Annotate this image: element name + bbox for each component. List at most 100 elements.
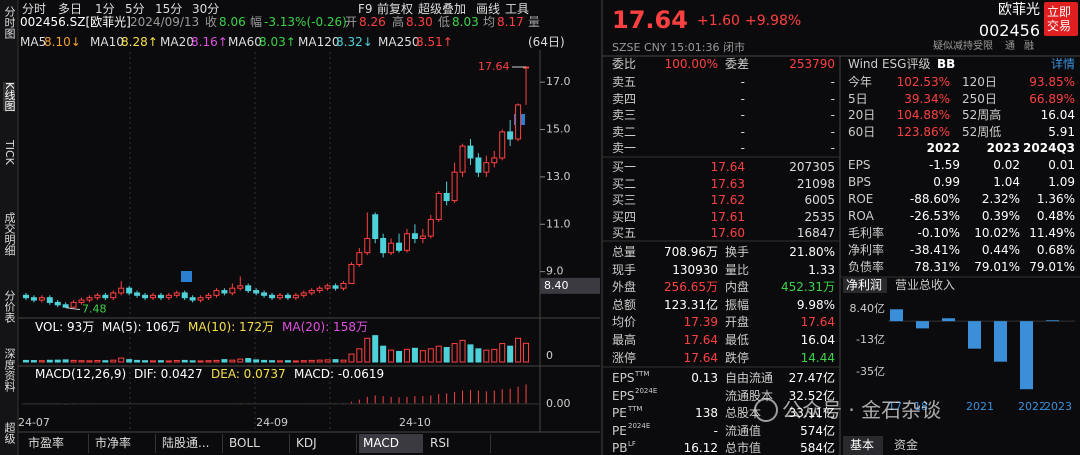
stat-label: 换手: [725, 245, 750, 259]
fin-year: 2023: [986, 141, 1020, 155]
stat-value: 17.64: [683, 333, 718, 347]
candle-body: [181, 292, 188, 299]
tool-button[interactable]: 超级叠加: [418, 2, 467, 16]
candle-body: [38, 297, 45, 301]
info-value: -3.13%(-0.26): [264, 15, 347, 29]
period-tab[interactable]: 30分: [192, 2, 220, 16]
bottom-tab[interactable]: 基本: [850, 438, 875, 452]
candle-body: [364, 237, 371, 254]
fin-value: 1.04: [993, 175, 1020, 189]
volume-bar: [157, 360, 164, 363]
side-tab[interactable]: 超级: [3, 422, 16, 444]
fin-value: 2.32%: [981, 192, 1020, 206]
stat-label: 总额: [612, 297, 637, 312]
period-tab[interactable]: 1分: [95, 2, 115, 16]
perf-value: 39.34%: [904, 91, 950, 106]
fin-value: 11.49%: [1029, 226, 1075, 240]
stock-code: 002456: [978, 21, 1040, 40]
event-flag[interactable]: [181, 271, 192, 282]
last-price: 17.64: [612, 6, 688, 34]
trade-button-label[interactable]: 立即交易: [1047, 5, 1072, 33]
y-tick-label: -13亿: [856, 333, 885, 347]
volume-legend: MA(5): 106万: [102, 320, 181, 334]
fin-value: 10.02%: [974, 226, 1020, 240]
stat-sup: LF: [628, 439, 636, 448]
indicator-tab[interactable]: 市净率: [91, 434, 156, 453]
bid-qty: 21098: [796, 176, 835, 191]
candle-body: [396, 242, 403, 251]
y-tick-label: -35亿: [856, 365, 885, 379]
volume-legend: VOL: 93万: [35, 320, 95, 334]
volume-bar: [443, 347, 450, 363]
volume-bar: [292, 360, 299, 363]
ma-value: 8.03↑: [259, 35, 296, 49]
info-label: 高: [392, 15, 405, 29]
info-label: 幅: [250, 15, 263, 29]
volume-bar: [372, 335, 379, 363]
info-label: 开: [345, 15, 358, 29]
crosshair-box: [540, 277, 600, 294]
indicator-tab[interactable]: MACD: [359, 434, 423, 453]
tool-button[interactable]: 工具: [505, 2, 530, 16]
side-tab[interactable]: K线图: [3, 82, 16, 112]
stat-label: 总股本: [725, 406, 762, 421]
ask-label: 卖四: [612, 91, 637, 106]
stat-label: 振幅: [725, 297, 750, 312]
side-tab[interactable]: 分时图: [3, 6, 16, 39]
x-tick-label: 2022: [1018, 399, 1046, 413]
indicator-tab[interactable]: RSI: [426, 434, 491, 453]
volume-bar: [102, 360, 109, 363]
profit-tab[interactable]: 营业总收入: [895, 278, 956, 292]
candle-body: [419, 235, 426, 239]
bid-qty: 2535: [804, 209, 835, 224]
side-tab[interactable]: 分价表: [3, 290, 16, 323]
stat-value: 130930: [672, 262, 718, 277]
ma-label: MA120: [298, 35, 340, 49]
period-tab[interactable]: 分时: [22, 2, 47, 16]
period-tab[interactable]: 多日: [58, 2, 83, 16]
quote-meta: SZSE CNY 15:01:36 闭市: [612, 40, 745, 54]
volume-bar: [348, 353, 355, 363]
ask-qty: -: [830, 91, 835, 106]
x-tick-label: 24-10: [399, 416, 431, 429]
fin-value: -0.10%: [917, 226, 960, 240]
period-tab[interactable]: 15分: [155, 2, 183, 16]
side-tab[interactable]: 成交明细: [3, 212, 16, 256]
diff: 253790: [789, 57, 835, 71]
info-label: 低: [438, 15, 451, 29]
indicator-tab[interactable]: BOLL: [225, 434, 290, 453]
bid-label: 买一: [612, 160, 637, 174]
volume-bar: [475, 348, 482, 363]
tool-button[interactable]: F9: [358, 2, 373, 16]
tool-button[interactable]: 前复权: [377, 2, 414, 16]
perf-label: 20日: [848, 108, 876, 122]
y-tick-label: 0.00: [546, 397, 571, 410]
profit-tab[interactable]: 净利润: [846, 278, 883, 292]
indicator-tab[interactable]: 陆股通...: [158, 434, 223, 453]
fin-value: 0.99: [933, 175, 960, 189]
ma-label: MA250: [378, 35, 420, 49]
tool-button[interactable]: 画线: [476, 2, 501, 16]
stat-value: 33.11亿: [788, 406, 835, 421]
bottom-tab[interactable]: 资金: [894, 438, 919, 452]
side-tab[interactable]: TICK: [3, 140, 16, 165]
side-tab[interactable]: 深度资料: [3, 348, 16, 392]
esg-detail[interactable]: 详情: [1050, 57, 1075, 71]
info-value: 8.17: [497, 15, 524, 29]
volume-legend: MA(10): 172万: [188, 320, 274, 334]
indicator-tab[interactable]: 市盈率: [24, 434, 89, 453]
range-label[interactable]: (64日): [528, 35, 565, 49]
macd-legend: MACD(12,26,9): [35, 367, 127, 381]
candle-body: [213, 290, 220, 296]
trade-button[interactable]: [1044, 2, 1078, 36]
fin-value: 1.09: [1048, 175, 1075, 189]
candle-body: [316, 287, 323, 292]
indicator-tab[interactable]: KDJ: [292, 434, 357, 453]
period-tab[interactable]: 5分: [125, 2, 145, 16]
bid-label: 买三: [612, 193, 637, 207]
y-tick-label: 0: [546, 349, 553, 362]
esg-label: Wind ESG评级: [848, 57, 931, 71]
candle-body: [491, 157, 498, 164]
ask-price: -: [740, 124, 745, 139]
